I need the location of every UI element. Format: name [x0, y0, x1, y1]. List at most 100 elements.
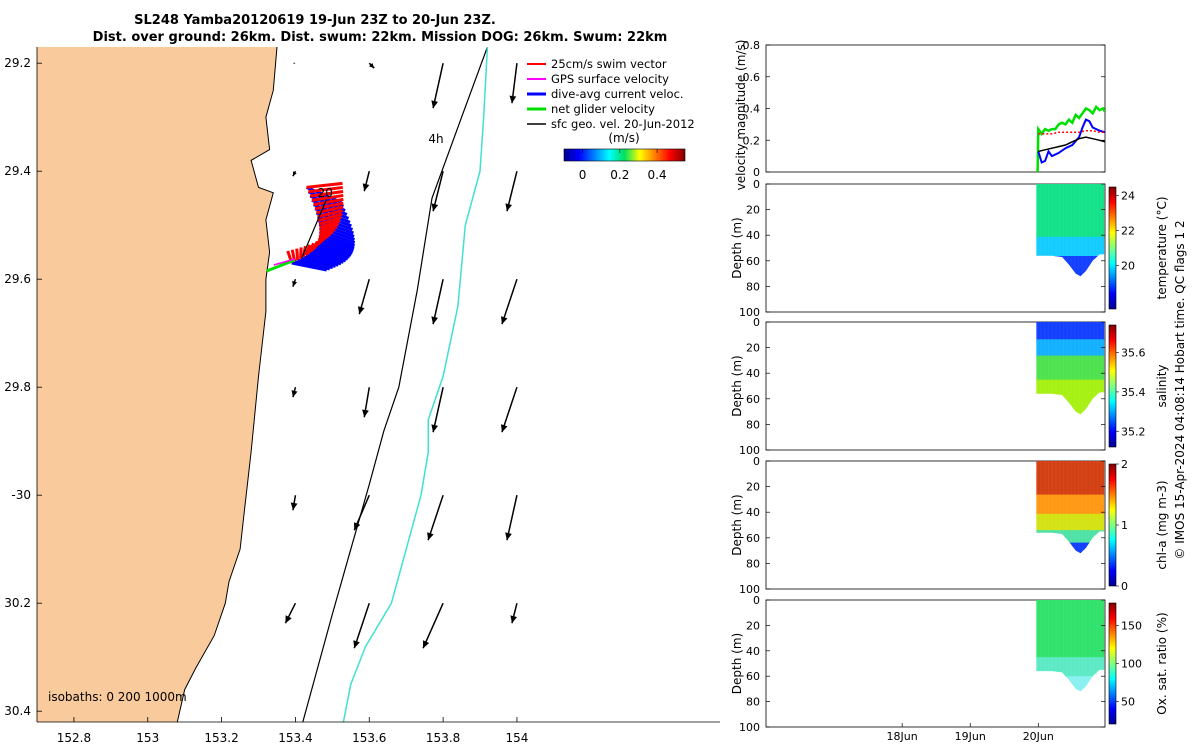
coastline: [176, 47, 278, 722]
isobath-label: isobaths: 0 200 1000m: [48, 690, 187, 704]
velocity-y-tick-label: 0.2: [743, 134, 761, 147]
section-colorbar-tick-label: 2: [1121, 458, 1128, 471]
section-y-tick-label: 100: [739, 721, 760, 734]
legend-gps: GPS surface velocity: [551, 72, 669, 86]
geo-arrow: [368, 62, 375, 69]
legend-net: net glider velocity: [551, 102, 655, 116]
geo-arrow: [353, 494, 370, 531]
geo-arrow: [292, 278, 298, 287]
section-y-tick-label: 80: [746, 418, 760, 431]
section-chl-a: 0 20 40 60 80 100 Depth (m) 0 1 2 chl-a (mg m-3): [730, 455, 1169, 596]
map-x-tick-label: 152.8: [57, 731, 91, 745]
map-y-tick-label: 30.2: [4, 596, 31, 610]
section-colorbar-label: chl-a (mg m-3): [1155, 480, 1169, 569]
section-colorbar: [1108, 602, 1117, 725]
velocity-series-line: [1038, 129, 1105, 135]
section-salinity: 0 20 40 60 80 100 Depth (m) 35.2 35.4 35.6 salinit…: [730, 316, 1169, 457]
velocity-series-line: [1037, 118, 1105, 164]
velocity-panel: 0 0.2 0.4 0.6 0.8 velocity magnitude (m/s): [734, 39, 1106, 190]
geo-arrow: [362, 387, 371, 418]
isobath-1000m: [342, 47, 489, 722]
geo-arrow: [290, 495, 298, 511]
section-colorbar-tick-label: 100: [1121, 658, 1142, 671]
title-line1: SL248 Yamba20120619 19-Jun 23Z to 20-Jun…: [134, 13, 496, 28]
map-x-ticks: 152.8 153 153.2 153.4 153.6 153.8 154: [57, 717, 528, 745]
section-y-tick-label: 60: [746, 532, 760, 545]
section-x-tick-label: 19Jun: [955, 730, 986, 743]
section-oxygen: 0 20 40 60 80 100 Depth (m) 50 100 150 Ox. sat. ra…: [730, 594, 1169, 743]
section-colorbar-tick-label: 1: [1121, 519, 1128, 532]
map-y-tick-label: 30.4: [4, 704, 31, 718]
section-y-tick-label: 80: [746, 280, 760, 293]
section-y-tick-label: 20: [746, 619, 760, 632]
section-colorbar: [1108, 324, 1117, 448]
gps-surface-vector: [273, 258, 295, 266]
land-area: [37, 47, 277, 722]
map-x-tick-label: 154: [505, 731, 528, 745]
section-colorbar-tick-label: 22: [1121, 225, 1135, 238]
section-y-tick-label: 0: [753, 178, 760, 191]
map-x-tick-label: 153.2: [204, 731, 238, 745]
section-y-tick-label: 60: [746, 670, 760, 683]
section-colorbar-tick-label: 35.4: [1121, 386, 1146, 399]
map-colorbar-tick-label: 0.4: [648, 168, 667, 182]
velocity-series-line: [1038, 136, 1105, 153]
section-y-tick-label: 100: [739, 583, 760, 596]
section-colorbar-tick-label: 150: [1121, 620, 1142, 633]
map-colorbar-ticks: 0 0.2 0.4: [579, 149, 667, 182]
map-y-tick-label: -30: [11, 488, 31, 502]
section-y-tick-label: 20: [746, 342, 760, 355]
map-y-tick-label: 29.2: [4, 56, 31, 70]
section-colorbar: [1108, 463, 1117, 587]
section-colorbar-tick-label: 0: [1121, 580, 1128, 593]
section-ylabel: Depth (m): [730, 494, 744, 555]
map-colorbar: [563, 148, 686, 162]
geostrophic-velocity-arrows: [284, 62, 518, 649]
glider-track: [266, 181, 356, 273]
section-colorbar-tick-label: 35.6: [1121, 347, 1146, 360]
velocity-axes: [765, 44, 1106, 173]
track-label-4h: 4h: [428, 132, 443, 146]
track-label-start: 20: [318, 186, 333, 200]
section-y-tick-label: 0: [753, 594, 760, 607]
section-y-tick-label: 100: [739, 444, 760, 457]
geo-arrow: [510, 603, 518, 624]
geo-arrow: [427, 494, 444, 541]
velocity-y-tick-label: 0.8: [743, 39, 761, 52]
title-line2: Dist. over ground: 26km. Dist. swum: 22k…: [93, 30, 668, 45]
section-y-tick-label: 20: [746, 481, 760, 494]
map-panel: 20 4h 152.8 153 153.2 153.4 153.6 153.8 154 29…: [4, 47, 720, 745]
section-ylabel: Depth (m): [730, 355, 744, 416]
map-y-tick-label: 29.4: [4, 164, 31, 178]
section-x-tick-label: 20Jun: [1023, 730, 1054, 743]
section-y-tick-label: 40: [746, 645, 760, 658]
geo-arrow: [284, 602, 297, 624]
swim-vectors: [286, 181, 344, 264]
section-colorbar-tick-label: 50: [1121, 695, 1135, 708]
geo-arrow: [431, 279, 444, 325]
velocity-y-tick-label: 0: [753, 166, 760, 179]
geo-arrow: [353, 602, 370, 649]
geo-arrow: [505, 495, 518, 541]
section-colorbar-tick-label: 24: [1121, 190, 1135, 203]
section-colorbar-tick-label: 35.2: [1121, 425, 1146, 438]
geo-arrow: [505, 171, 518, 212]
section-y-tick-label: 20: [746, 204, 760, 217]
map-y-ticks: 29.2 29.4 29.6 29.8 -30 30.2 30.4: [4, 56, 42, 718]
map-colorbar-label: (m/s): [608, 131, 639, 145]
section-y-tick-label: 40: [746, 367, 760, 380]
geo-arrow: [500, 386, 518, 433]
section-colorbar-label: temperature (°C): [1155, 197, 1169, 300]
geo-arrow: [500, 278, 518, 325]
geo-arrow: [422, 602, 444, 649]
map-colorbar-tick-label: 0.2: [610, 168, 629, 182]
geo-arrow: [291, 387, 298, 398]
map-x-tick-label: 153.4: [278, 731, 312, 745]
section-y-tick-label: 80: [746, 696, 760, 709]
map-y-tick-label: 29.8: [4, 380, 31, 394]
section-y-tick-label: 0: [753, 316, 760, 329]
section-ylabel: Depth (m): [730, 633, 744, 694]
isobath-200m: [302, 47, 488, 722]
section-colorbar: [1108, 186, 1117, 310]
